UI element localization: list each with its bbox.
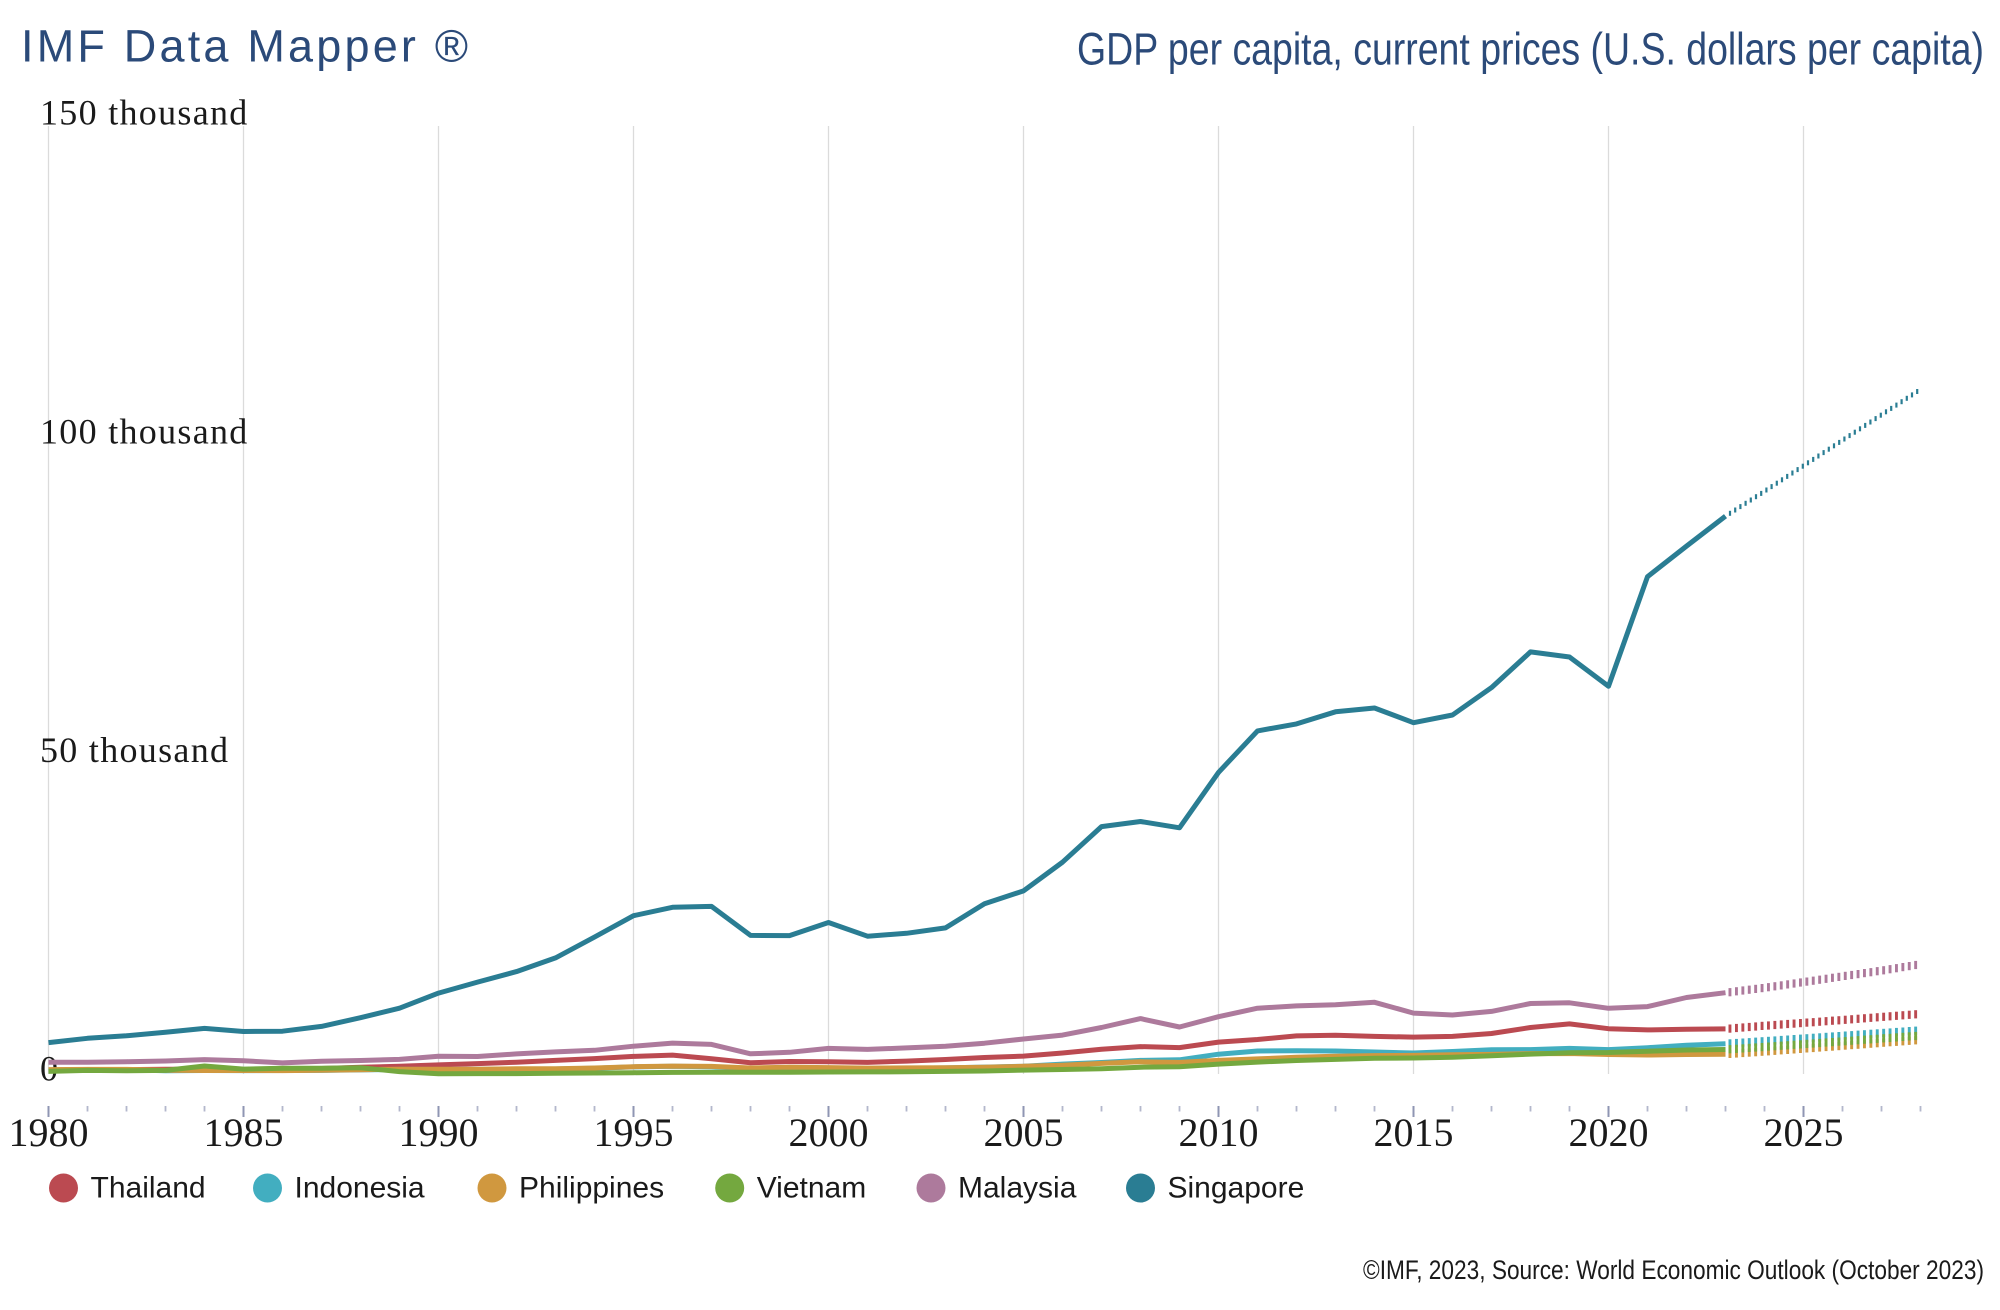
svg-text:GDP per capita, current prices: GDP per capita, current prices (U.S. dol… — [1077, 24, 1984, 75]
svg-text:2020: 2020 — [1569, 1110, 1649, 1155]
svg-text:2005: 2005 — [984, 1110, 1064, 1155]
svg-text:100 thousand: 100 thousand — [40, 411, 249, 451]
svg-text:1985: 1985 — [204, 1110, 284, 1155]
svg-text:Malaysia: Malaysia — [958, 1172, 1077, 1205]
svg-text:Singapore: Singapore — [1168, 1172, 1305, 1205]
svg-text:2015: 2015 — [1374, 1110, 1454, 1155]
svg-text:Indonesia: Indonesia — [295, 1172, 425, 1205]
svg-text:150 thousand: 150 thousand — [40, 93, 249, 133]
svg-text:1990: 1990 — [399, 1110, 479, 1155]
svg-text:Thailand: Thailand — [91, 1172, 206, 1205]
svg-text:2000: 2000 — [789, 1110, 869, 1155]
svg-text:2010: 2010 — [1179, 1110, 1259, 1155]
svg-text:2025: 2025 — [1764, 1110, 1844, 1155]
svg-text:©IMF, 2023, Source: World Econ: ©IMF, 2023, Source: World Economic Outlo… — [1363, 1255, 1984, 1285]
svg-text:IMF Data Mapper ®: IMF Data Mapper ® — [21, 21, 471, 72]
svg-text:1995: 1995 — [594, 1110, 674, 1155]
svg-text:1980: 1980 — [9, 1110, 89, 1155]
svg-text:50 thousand: 50 thousand — [40, 730, 229, 770]
svg-text:Philippines: Philippines — [519, 1172, 664, 1205]
svg-text:Vietnam: Vietnam — [757, 1172, 867, 1205]
